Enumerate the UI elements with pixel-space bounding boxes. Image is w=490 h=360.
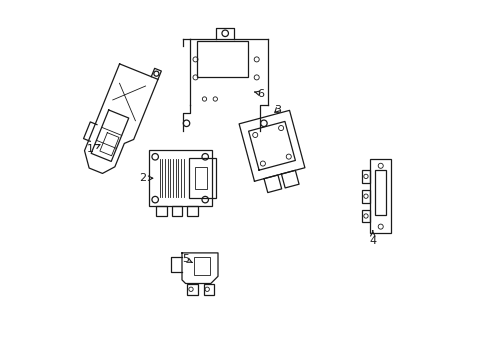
Bar	[148, 150, 212, 206]
Text: 5: 5	[182, 254, 192, 264]
Bar	[172, 206, 182, 216]
Bar	[189, 158, 216, 198]
Bar	[156, 206, 167, 216]
Bar	[187, 284, 198, 295]
Bar	[204, 284, 215, 295]
Bar	[362, 190, 370, 203]
Bar	[362, 170, 370, 183]
Bar	[195, 167, 207, 189]
Bar	[194, 257, 210, 275]
Bar	[370, 159, 391, 233]
Text: 3: 3	[274, 105, 281, 115]
Bar	[362, 210, 370, 222]
Text: 6: 6	[255, 89, 265, 99]
Text: 2: 2	[139, 173, 153, 183]
Bar	[197, 41, 248, 77]
Text: 4: 4	[369, 231, 376, 246]
Bar	[375, 171, 387, 215]
Text: 1: 1	[87, 144, 100, 154]
Bar	[187, 206, 198, 216]
